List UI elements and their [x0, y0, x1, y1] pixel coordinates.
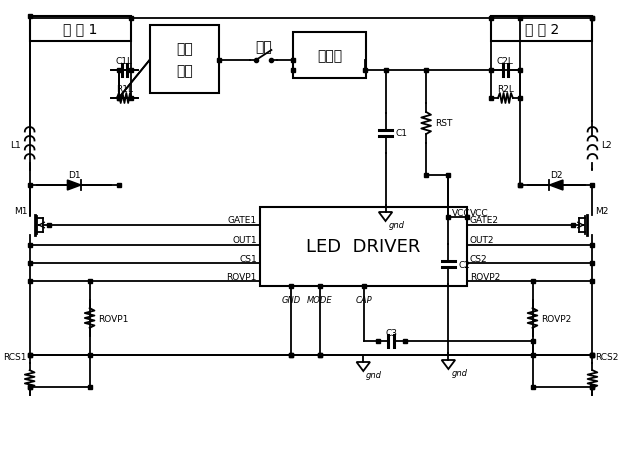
Text: 灯 串 1: 灯 串 1: [63, 22, 98, 37]
Bar: [30, 17, 131, 42]
Text: ROVP1: ROVP1: [98, 314, 129, 323]
Polygon shape: [379, 213, 392, 221]
Bar: [260, 207, 466, 287]
Text: C2: C2: [458, 260, 470, 269]
Text: 开关: 开关: [255, 40, 272, 54]
Text: VCC: VCC: [452, 209, 471, 218]
Text: R1L: R1L: [116, 85, 133, 94]
Text: R2L: R2L: [497, 85, 514, 94]
Text: 交流: 交流: [176, 42, 193, 56]
Text: VCC: VCC: [470, 209, 488, 218]
Text: ROVP2: ROVP2: [541, 314, 572, 323]
Text: OUT2: OUT2: [470, 236, 494, 245]
Polygon shape: [442, 360, 455, 369]
Text: C1L: C1L: [116, 57, 133, 66]
Text: 整流桥: 整流桥: [317, 49, 342, 63]
Text: CAP: CAP: [356, 295, 373, 304]
Polygon shape: [356, 362, 370, 371]
Text: ROVP1: ROVP1: [226, 272, 257, 281]
Text: RCS1: RCS1: [3, 353, 27, 362]
Text: D2: D2: [550, 171, 562, 180]
Text: OUT1: OUT1: [232, 236, 257, 245]
Text: LED  DRIVER: LED DRIVER: [306, 238, 420, 256]
Text: MODE: MODE: [307, 295, 333, 304]
Polygon shape: [67, 181, 81, 191]
Text: RST: RST: [435, 119, 452, 128]
Text: gnd: gnd: [388, 221, 404, 230]
Bar: [149, 26, 219, 94]
Polygon shape: [549, 181, 563, 191]
Text: GATE1: GATE1: [228, 216, 257, 225]
Text: D1: D1: [68, 171, 80, 180]
Text: ROVP2: ROVP2: [470, 272, 500, 281]
Text: GATE2: GATE2: [470, 216, 499, 225]
Text: CS2: CS2: [470, 254, 487, 263]
Text: L2: L2: [601, 141, 612, 150]
Text: GND: GND: [281, 295, 300, 304]
Bar: [293, 33, 366, 79]
Text: RCS2: RCS2: [595, 353, 619, 362]
Text: L1: L1: [10, 141, 21, 150]
Text: C3: C3: [385, 328, 397, 337]
Text: M2: M2: [595, 207, 609, 216]
Text: 灯 串 2: 灯 串 2: [524, 22, 559, 37]
Bar: [491, 17, 593, 42]
Text: gnd: gnd: [366, 371, 382, 380]
Text: gnd: gnd: [452, 369, 467, 378]
Text: CS1: CS1: [239, 254, 257, 263]
Text: 市电: 市电: [176, 64, 193, 78]
Text: C2L: C2L: [497, 57, 514, 66]
Text: C1: C1: [395, 129, 407, 138]
Text: M1: M1: [14, 207, 28, 216]
